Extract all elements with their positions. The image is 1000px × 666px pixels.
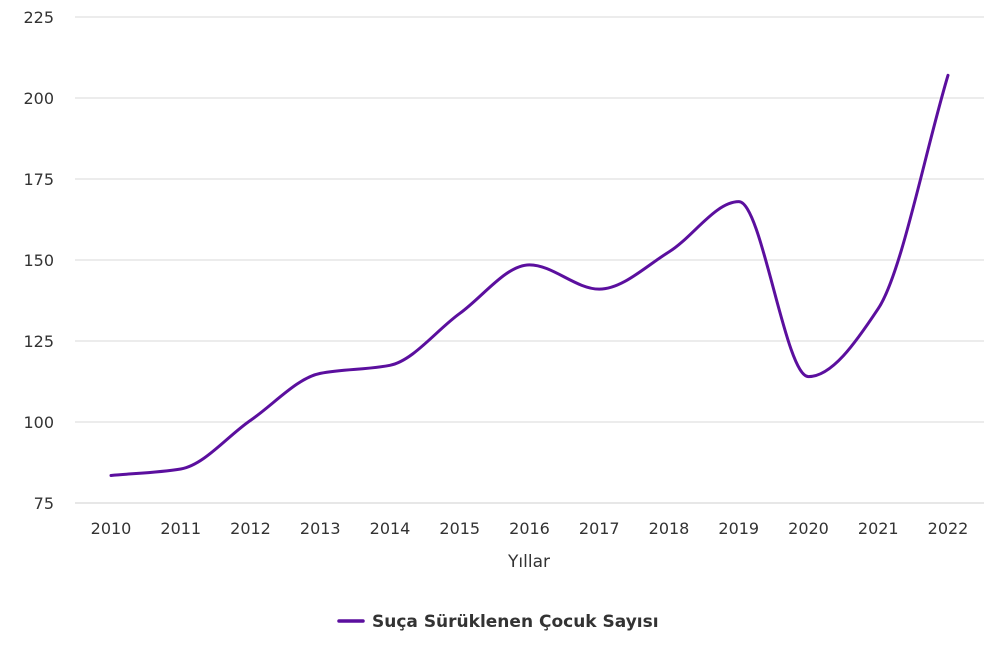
x-tick-label: 2021 [858, 519, 899, 538]
y-tick-label: 225 [23, 8, 54, 27]
x-tick-label: 2016 [509, 519, 550, 538]
series-line[interactable] [109, 73, 950, 477]
gridlines [75, 16, 984, 504]
legend-label: Suça Sürüklenen Çocuk Sayısı [372, 612, 659, 632]
x-tick-label: 2020 [788, 519, 829, 538]
x-tick-label: 2012 [230, 519, 271, 538]
y-tick-label: 150 [23, 251, 54, 270]
legend[interactable]: Suça Sürüklenen Çocuk Sayısı [337, 612, 659, 632]
y-axis-ticks: 75 100 125 150 175 200 225 [23, 8, 54, 513]
x-tick-label: 2019 [718, 519, 759, 538]
x-tick-label: 2018 [649, 519, 690, 538]
x-axis-title: Yıllar [507, 552, 550, 572]
x-axis-ticks: 2010 2011 2012 2013 2014 2015 2016 2017 2018 2019… [91, 519, 969, 538]
y-tick-label: 75 [34, 494, 54, 513]
y-tick-label: 200 [23, 89, 54, 108]
x-tick-label: 2011 [160, 519, 201, 538]
series-lines [109, 73, 950, 477]
x-tick-label: 2014 [370, 519, 411, 538]
y-tick-label: 125 [23, 332, 54, 351]
x-tick-label: 2015 [439, 519, 480, 538]
x-tick-label: 2022 [928, 519, 969, 538]
y-tick-label: 100 [23, 413, 54, 432]
x-tick-label: 2013 [300, 519, 341, 538]
x-tick-label: 2010 [91, 519, 132, 538]
x-tick-label: 2017 [579, 519, 620, 538]
y-tick-label: 175 [23, 170, 54, 189]
